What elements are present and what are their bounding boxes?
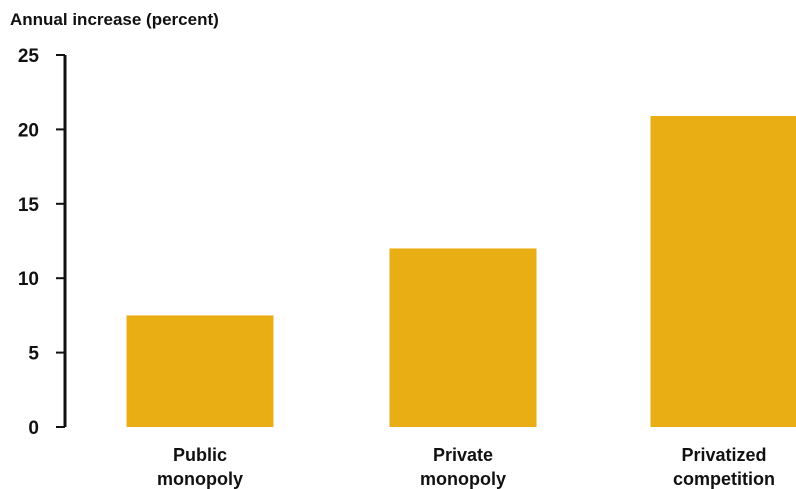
x-category-label-line: Public bbox=[173, 445, 227, 465]
y-tick-label: 10 bbox=[18, 269, 39, 290]
x-category-label: Privatized competition bbox=[673, 445, 775, 489]
y-axis-title: Annual increase (percent) bbox=[10, 10, 219, 29]
bar bbox=[127, 315, 274, 427]
x-category-label: Private monopoly bbox=[420, 445, 506, 489]
y-tick-label: 0 bbox=[28, 418, 39, 439]
y-tick-label: 20 bbox=[18, 120, 39, 141]
bar bbox=[651, 116, 796, 427]
y-tick-label: 5 bbox=[28, 344, 39, 365]
x-category-label-line: monopoly bbox=[157, 469, 243, 489]
y-tick-label: 25 bbox=[18, 46, 40, 67]
x-category-label-line: Privatized bbox=[681, 445, 766, 465]
y-axis: 0 5 10 15 20 25 bbox=[18, 46, 65, 439]
x-category-label-line: competition bbox=[673, 469, 775, 489]
bars bbox=[127, 116, 796, 427]
x-category-label-line: Private bbox=[433, 445, 493, 465]
x-category-label-line: monopoly bbox=[420, 469, 506, 489]
x-axis-labels: Public monopoly Private monopoly Privatized c… bbox=[157, 445, 775, 489]
bar bbox=[390, 248, 537, 427]
x-category-label: Public monopoly bbox=[157, 445, 243, 489]
y-tick-label: 15 bbox=[18, 195, 40, 216]
